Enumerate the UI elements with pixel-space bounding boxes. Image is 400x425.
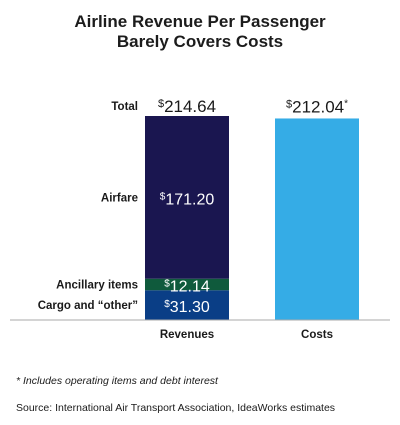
source-note: Source: International Air Transport Asso… (16, 402, 336, 414)
value-label-total: $214.64 (158, 97, 216, 116)
category-label-costs: Costs (301, 329, 333, 341)
category-label-revenues: Revenues (160, 329, 214, 341)
value-label-segment-1: $12.14 (164, 278, 210, 295)
title-line-1: Airline Revenue Per Passenger (74, 12, 326, 31)
segment-label-0: Cargo and “other” (38, 300, 138, 312)
bar-revenues-segment-1 (145, 278, 229, 291)
title-line-2: Barely Covers Costs (116, 32, 284, 51)
bar-costs-segment-3 (275, 118, 359, 320)
value-label-segment-2: $171.20 (160, 191, 215, 208)
value-label-segment-0: $31.30 (164, 299, 210, 316)
bar-revenues-segment-0 (145, 290, 229, 320)
footnote: * Includes operating items and debt inte… (16, 375, 218, 387)
value-label-costs: $212.04* (286, 97, 348, 116)
total-label: Total (111, 101, 138, 113)
chart-title: Airline Revenue Per Passenger Barely Cov… (0, 12, 400, 52)
segment-label-2: Airfare (101, 192, 138, 204)
bar-revenues-segment-2 (145, 116, 229, 279)
stacked-bar-chart: $31.30 Cargo and “other” $12.14 Ancillary i… (10, 97, 390, 341)
segment-label-1: Ancillary items (56, 279, 138, 291)
